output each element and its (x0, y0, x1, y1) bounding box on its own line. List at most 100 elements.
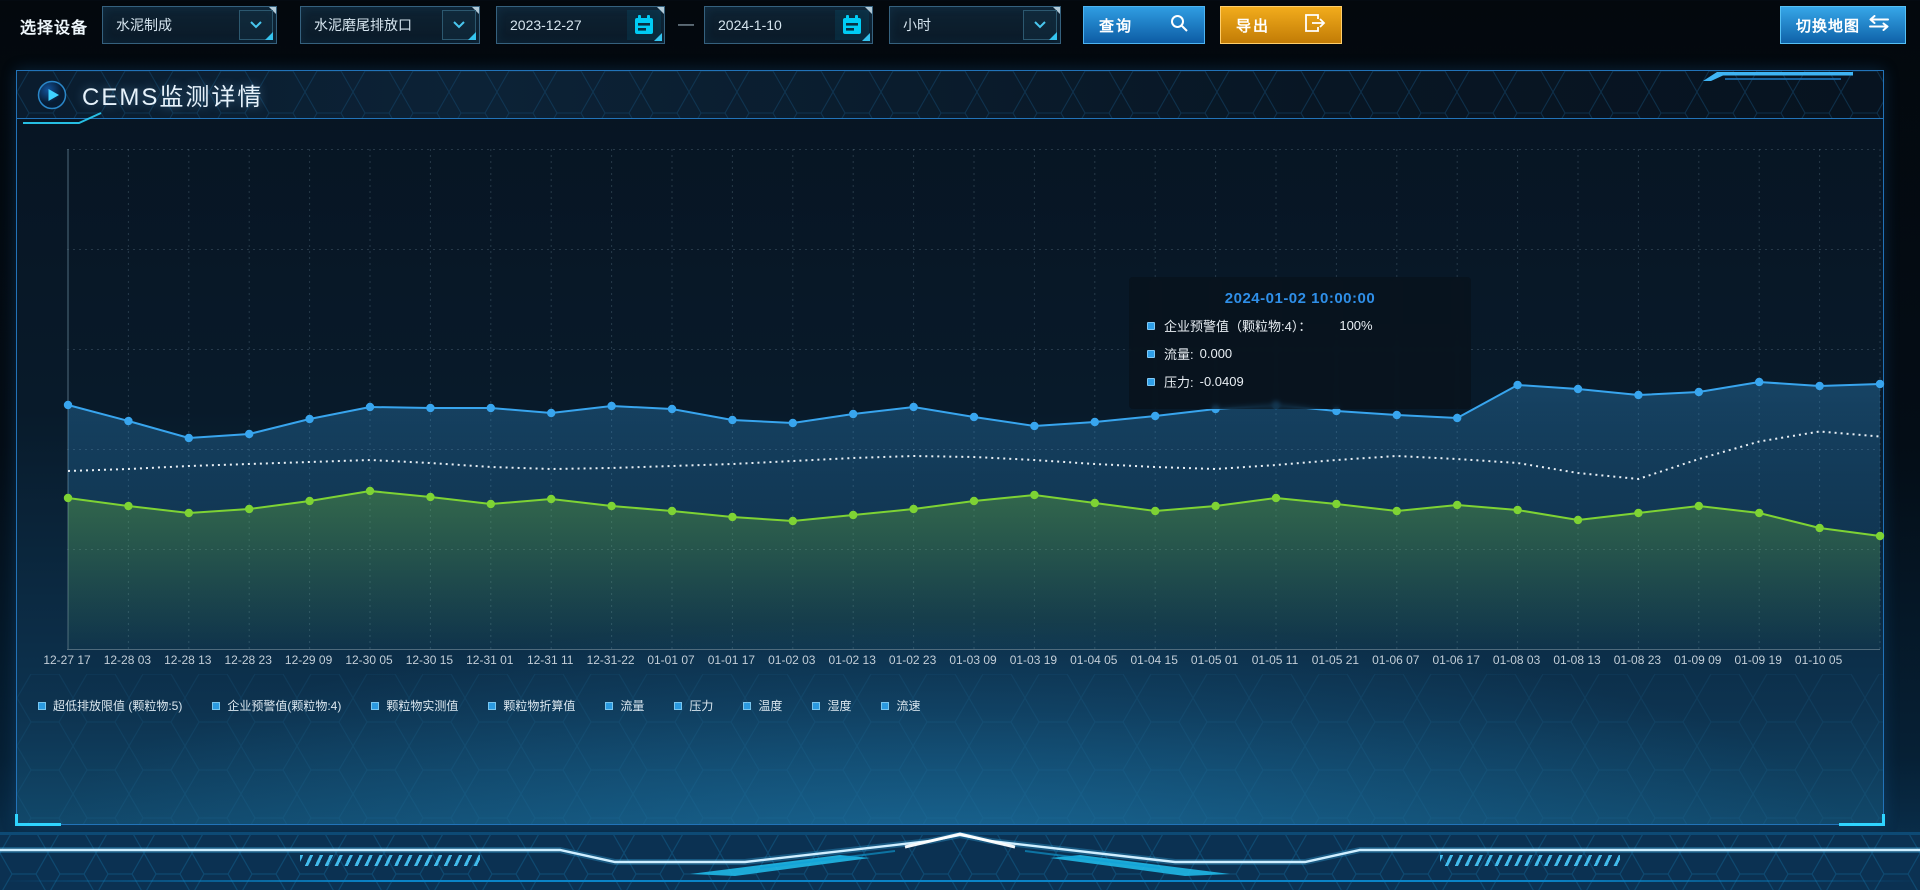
data-point (849, 510, 858, 520)
date-range-separator: — (678, 16, 694, 33)
x-axis-label: 01-01 17 (707, 653, 756, 667)
data-point (1694, 501, 1704, 511)
switch-map-button[interactable]: 切换地图 (1780, 6, 1906, 44)
x-axis-label: 12-30 15 (405, 653, 454, 667)
data-point (728, 512, 737, 522)
data-point (486, 499, 495, 509)
legend-marker-icon (743, 701, 752, 710)
hatch-decoration (1440, 855, 1620, 866)
legend-item[interactable]: 颗粒物折算值 (488, 697, 575, 714)
device-type-select[interactable]: 水泥制成 (102, 6, 277, 44)
data-point (1151, 411, 1160, 421)
data-point (1875, 531, 1885, 541)
data-point (245, 504, 254, 514)
legend-label: 流量 (620, 699, 645, 713)
x-axis-label: 01-02 13 (828, 653, 876, 667)
data-point (1815, 381, 1824, 391)
tooltip-marker-icon (1147, 349, 1155, 358)
data-point (305, 496, 314, 506)
tooltip-row: 企业预警值（颗粒物:4）： 100% (1147, 316, 1453, 335)
legend-marker-icon (605, 701, 614, 710)
legend-label: 温度 (758, 699, 783, 713)
x-axis-label: 12-28 03 (103, 653, 152, 667)
x-axis-label: 12-27 17 (43, 653, 91, 667)
export-icon (1304, 13, 1326, 37)
x-axis-label: 01-08 03 (1492, 653, 1541, 667)
x-axis-label: 12-29 09 (284, 653, 333, 667)
data-point (1392, 410, 1402, 420)
x-axis-label: 12-31-22 (586, 653, 635, 667)
chart-canvas[interactable] (63, 149, 1885, 651)
corner-notch-decoration (1703, 72, 1853, 81)
x-axis-label: 01-04 05 (1070, 653, 1118, 667)
x-axis-label: 12-30 05 (345, 653, 393, 667)
legend-item[interactable]: 压力 (674, 697, 713, 714)
export-button[interactable]: 导出 (1220, 6, 1342, 44)
legend-item[interactable]: 颗粒物实测值 (371, 697, 458, 714)
x-axis-label: 12-31 11 (526, 653, 574, 667)
interval-select[interactable]: 小时 (889, 6, 1061, 44)
data-point (365, 486, 375, 496)
end-date-input[interactable]: 2024-1-10 (704, 6, 873, 44)
tooltip-label: 流量: (1164, 347, 1194, 362)
data-point (728, 415, 737, 425)
legend-item[interactable]: 温度 (743, 697, 782, 714)
data-point (1090, 498, 1099, 508)
x-axis: 12-27 17 12-28 03 12-28 13 12-28 23 12-29 09… (43, 653, 1879, 671)
data-point (1271, 493, 1281, 503)
panel-corner-decoration (1839, 814, 1885, 826)
legend-item[interactable]: 企业预警值(颗粒物:4) (212, 697, 341, 714)
header-accent-line (23, 112, 102, 124)
play-icon (37, 80, 67, 110)
outlet-value: 水泥磨尾排放口 (314, 17, 412, 33)
outlet-select[interactable]: 水泥磨尾排放口 (300, 6, 480, 44)
data-point (667, 506, 677, 516)
cems-trend-chart[interactable]: 12-27 17 12-28 03 12-28 13 12-28 23 12-29 09… (17, 119, 1885, 824)
search-icon (1169, 13, 1189, 37)
data-point (124, 501, 133, 511)
chevron-down-icon (239, 10, 273, 40)
legend-marker-icon (488, 701, 497, 710)
switch-map-label: 切换地图 (1796, 17, 1861, 35)
x-axis-label: 01-06 07 (1372, 653, 1420, 667)
x-axis-label: 01-08 13 (1553, 653, 1601, 667)
data-point (849, 409, 858, 419)
legend-item[interactable]: 超低排放限值 (颗粒物:5) (38, 697, 182, 714)
data-point (1392, 506, 1402, 516)
data-point (1755, 508, 1764, 518)
data-point (426, 492, 435, 502)
interval-value: 小时 (903, 17, 931, 33)
data-point (667, 404, 677, 414)
x-axis-label: 01-09 19 (1734, 653, 1782, 667)
legend-item[interactable]: 湿度 (812, 697, 851, 714)
data-point (1573, 384, 1583, 394)
legend-item[interactable]: 流量 (605, 697, 644, 714)
data-point (607, 401, 616, 411)
tooltip-row: 流量: 0.000 (1147, 344, 1453, 363)
tooltip-marker-icon (1147, 321, 1155, 330)
x-axis-label: 01-10 05 (1794, 653, 1843, 667)
data-point (1453, 413, 1462, 423)
legend-label: 压力 (689, 699, 714, 713)
data-point (1090, 417, 1099, 427)
data-point (607, 501, 616, 511)
x-axis-label: 12-31 01 (466, 653, 514, 667)
device-type-value: 水泥制成 (116, 17, 172, 33)
panel-title: CEMS监测详情 (82, 84, 264, 111)
legend-label: 湿度 (827, 699, 852, 713)
legend-marker-icon (38, 701, 46, 710)
panel-corner-decoration (15, 814, 61, 826)
data-point (365, 402, 375, 412)
x-axis-label: 01-02 23 (888, 653, 937, 667)
footer-decoration (0, 831, 1920, 890)
start-date-input[interactable]: 2023-12-27 (496, 6, 665, 44)
legend-marker-icon (212, 701, 221, 710)
legend-item[interactable]: 流速 (881, 697, 920, 714)
tooltip-timestamp: 2024-01-02 10:00:00 (1224, 290, 1376, 307)
tooltip-label: 压力: (1164, 375, 1194, 390)
x-axis-label: 12-28 23 (224, 653, 272, 667)
data-point (1634, 508, 1643, 518)
query-button[interactable]: 查询 (1083, 6, 1205, 44)
tooltip-value: 0.000 (1199, 346, 1233, 361)
device-select-label: 选择设备 (20, 20, 89, 37)
